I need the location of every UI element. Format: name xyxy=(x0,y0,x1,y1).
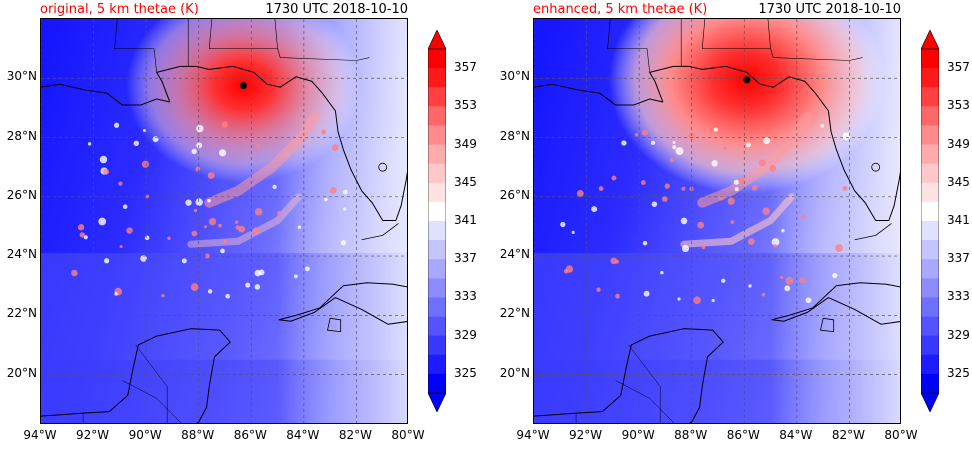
panel-timestamp: 1730 UTC 2018-10-10 xyxy=(265,2,408,17)
panel-original: original, 5 km thetae (K) 1730 UTC 2018-… xyxy=(6,2,477,442)
lat-tick-label: 26°N xyxy=(6,187,37,202)
lat-tick-label: 30°N xyxy=(6,69,37,84)
colorbar-label: 333 xyxy=(947,289,970,304)
lat-tick-label: 26°N xyxy=(499,187,530,202)
colorbar-label: 353 xyxy=(454,98,477,113)
lon-tick-label: 86°W xyxy=(233,428,267,442)
colorbar-label: 325 xyxy=(454,365,477,380)
colorbar-label: 357 xyxy=(947,60,970,75)
lat-tick-label: 22°N xyxy=(499,306,530,321)
colorbar-label: 341 xyxy=(454,213,477,227)
lon-tick-label: 88°W xyxy=(181,428,215,442)
colorbar-label: 337 xyxy=(454,251,477,266)
lon-tick-label: 90°W xyxy=(128,428,162,442)
lat-tick-label: 22°N xyxy=(6,306,37,321)
colorbar-label: 325 xyxy=(947,365,970,380)
lon-tick-label: 84°W xyxy=(779,428,813,442)
lat-tick-label: 24°N xyxy=(499,247,530,262)
lon-tick-label: 92°W xyxy=(75,428,110,442)
colorbar-label: 345 xyxy=(454,174,477,189)
lon-tick-label: 90°W xyxy=(621,428,655,442)
panel-title: original, 5 km thetae (K) xyxy=(40,2,199,17)
colorbar-label: 329 xyxy=(947,327,970,342)
colorbar-label: 337 xyxy=(947,251,970,266)
lon-tick-label: 82°W xyxy=(338,428,372,442)
lat-tick-label: 24°N xyxy=(6,247,37,262)
colorbar xyxy=(428,30,446,412)
lat-tick-label: 20°N xyxy=(499,365,530,380)
lon-tick-label: 80°W xyxy=(884,428,918,442)
lat-tick-label: 28°N xyxy=(499,128,530,143)
colorbar-label: 345 xyxy=(947,174,970,189)
lon-tick-label: 84°W xyxy=(286,428,320,442)
panel-timestamp: 1730 UTC 2018-10-10 xyxy=(758,2,901,17)
lon-tick-label: 94°W xyxy=(516,428,550,442)
lat-tick-label: 30°N xyxy=(499,69,530,84)
panel-title: enhanced, 5 km thetae (K) xyxy=(533,2,708,17)
colorbar-label: 341 xyxy=(947,213,970,227)
colorbar-label: 357 xyxy=(454,60,477,75)
colorbar-label: 329 xyxy=(454,327,477,342)
colorbar-label: 353 xyxy=(947,98,970,113)
colorbar xyxy=(921,30,939,412)
lat-tick-label: 28°N xyxy=(6,128,37,143)
lon-tick-label: 86°W xyxy=(726,428,760,442)
panel-enhanced: enhanced, 5 km thetae (K) 1730 UTC 2018-… xyxy=(493,0,972,449)
lat-tick-label: 20°N xyxy=(6,365,37,380)
colorbar-label: 349 xyxy=(454,136,477,151)
lon-tick-label: 88°W xyxy=(674,428,708,442)
lon-tick-label: 92°W xyxy=(568,428,603,442)
colorbar-label: 349 xyxy=(947,136,970,151)
lon-tick-label: 94°W xyxy=(23,428,57,442)
map-enhanced xyxy=(533,18,901,424)
map-original xyxy=(40,18,408,424)
colorbar-label: 333 xyxy=(454,289,477,304)
lon-tick-label: 82°W xyxy=(831,428,865,442)
lon-tick-label: 80°W xyxy=(391,428,425,442)
